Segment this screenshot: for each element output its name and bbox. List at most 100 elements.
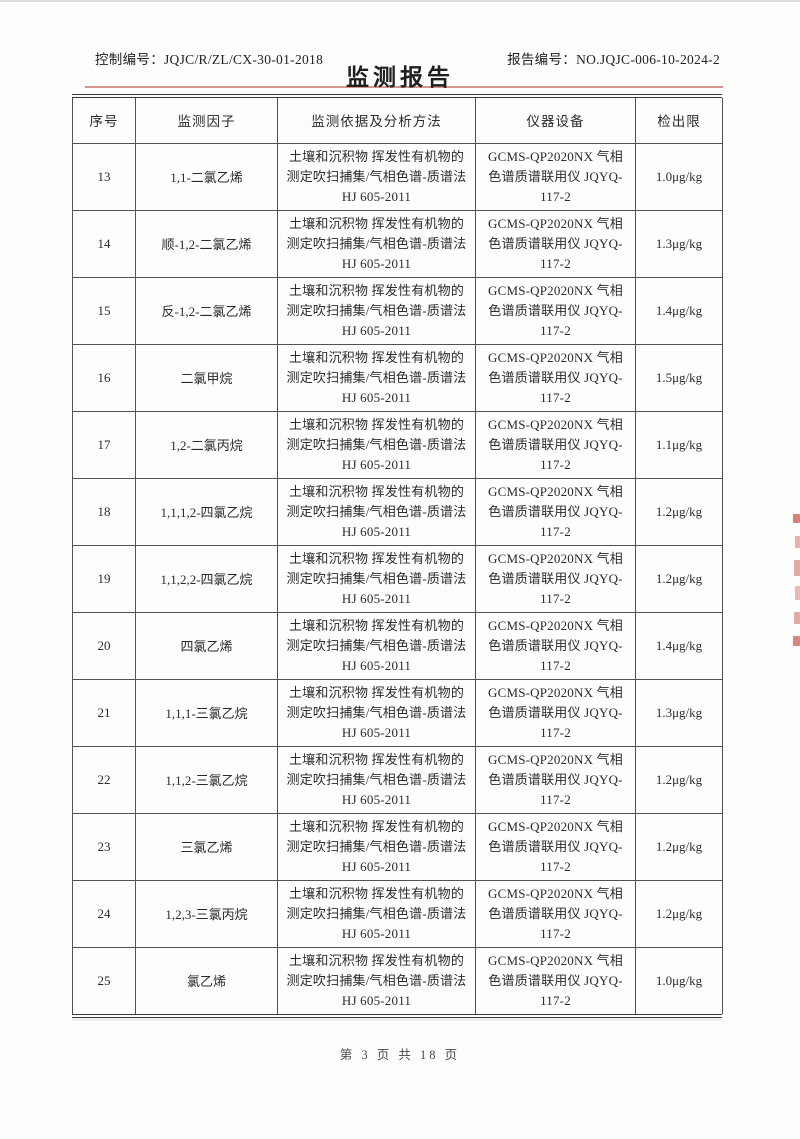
method-cell: 土壤和沉积物 挥发性有机物的测定吹扫捕集/气相色谱-质谱法 HJ 605-201… <box>277 209 476 278</box>
factor-cell: 二氯甲烷 <box>135 343 278 412</box>
factor-cell: 顺-1,2-二氯乙烯 <box>135 209 278 278</box>
method-cell: 土壤和沉积物 挥发性有机物的测定吹扫捕集/气相色谱-质谱法 HJ 605-201… <box>277 410 476 479</box>
title-underline <box>85 86 723 88</box>
red-stamp-mark <box>794 612 800 624</box>
index-cell: 17 <box>72 410 136 479</box>
instrument-cell: GCMS-QP2020NX 气相色谱质谱联用仪 JQYQ-117-2 <box>475 544 636 613</box>
factor-cell: 1,2-二氯丙烷 <box>135 410 278 479</box>
index-cell: 25 <box>72 946 136 1014</box>
table-row: 18 1,1,1,2-四氯乙烷 土壤和沉积物 挥发性有机物的测定吹扫捕集/气相色谱-… <box>72 477 723 546</box>
table-header-row: 序号 监测因子 监测依据及分析方法 仪器设备 检出限 <box>72 98 723 144</box>
method-cell: 土壤和沉积物 挥发性有机物的测定吹扫捕集/气相色谱-质谱法 HJ 605-201… <box>277 142 476 211</box>
method-cell: 土壤和沉积物 挥发性有机物的测定吹扫捕集/气相色谱-质谱法 HJ 605-201… <box>277 812 476 881</box>
table-row: 24 1,2,3-三氯丙烷 土壤和沉积物 挥发性有机物的测定吹扫捕集/气相色谱-质谱… <box>72 879 723 948</box>
instrument-cell: GCMS-QP2020NX 气相色谱质谱联用仪 JQYQ-117-2 <box>475 611 636 680</box>
limit-cell: 1.2μg/kg <box>635 879 723 948</box>
index-cell: 22 <box>72 745 136 814</box>
index-cell: 13 <box>72 142 136 211</box>
monitoring-table-body: 13 1,1-二氯乙烯 土壤和沉积物 挥发性有机物的测定吹扫捕集/气相色谱-质谱法 … <box>72 142 723 1014</box>
instrument-cell: GCMS-QP2020NX 气相色谱质谱联用仪 JQYQ-117-2 <box>475 812 636 881</box>
table-row: 23 三氯乙烯 土壤和沉积物 挥发性有机物的测定吹扫捕集/气相色谱-质谱法 HJ 6… <box>72 812 723 881</box>
instrument-cell: GCMS-QP2020NX 气相色谱质谱联用仪 JQYQ-117-2 <box>475 477 636 546</box>
control-number: 控制编号：JQJC/R/ZL/CX-30-01-2018 <box>95 48 323 68</box>
limit-cell: 1.3μg/kg <box>635 209 723 278</box>
limit-cell: 1.5μg/kg <box>635 343 723 412</box>
factor-cell: 1,1,2-三氯乙烷 <box>135 745 278 814</box>
column-header-instrument: 仪器设备 <box>475 98 636 144</box>
table-row: 25 氯乙烯 土壤和沉积物 挥发性有机物的测定吹扫捕集/气相色谱-质谱法 HJ 60… <box>72 946 723 1014</box>
red-stamp-mark <box>795 586 800 600</box>
red-stamp-mark <box>795 536 800 548</box>
column-header-method: 监测依据及分析方法 <box>277 98 476 144</box>
index-cell: 15 <box>72 276 136 345</box>
factor-cell: 四氯乙烯 <box>135 611 278 680</box>
instrument-cell: GCMS-QP2020NX 气相色谱质谱联用仪 JQYQ-117-2 <box>475 276 636 345</box>
page-title: 监测报告 <box>346 65 454 90</box>
limit-cell: 1.2μg/kg <box>635 745 723 814</box>
monitoring-table: 序号 监测因子 监测依据及分析方法 仪器设备 检出限 13 1,1-二氯乙烯 土壤和… <box>72 98 723 1014</box>
index-cell: 21 <box>72 678 136 747</box>
monitoring-table-frame: 序号 监测因子 监测依据及分析方法 仪器设备 检出限 13 1,1-二氯乙烯 土壤和… <box>72 94 723 1018</box>
limit-cell: 1.2μg/kg <box>635 812 723 881</box>
index-cell: 20 <box>72 611 136 680</box>
column-header-index: 序号 <box>72 98 136 144</box>
table-row: 16 二氯甲烷 土壤和沉积物 挥发性有机物的测定吹扫捕集/气相色谱-质谱法 HJ 6… <box>72 343 723 412</box>
control-number-label: 控制编号： <box>95 52 164 67</box>
instrument-cell: GCMS-QP2020NX 气相色谱质谱联用仪 JQYQ-117-2 <box>475 946 636 1014</box>
index-cell: 24 <box>72 879 136 948</box>
table-row: 22 1,1,2-三氯乙烷 土壤和沉积物 挥发性有机物的测定吹扫捕集/气相色谱-质谱… <box>72 745 723 814</box>
factor-cell: 三氯乙烯 <box>135 812 278 881</box>
factor-cell: 1,1,2,2-四氯乙烷 <box>135 544 278 613</box>
index-cell: 14 <box>72 209 136 278</box>
index-cell: 18 <box>72 477 136 546</box>
table-row: 14 顺-1,2-二氯乙烯 土壤和沉积物 挥发性有机物的测定吹扫捕集/气相色谱-质谱… <box>72 209 723 278</box>
report-number: 报告编号：NO.JQJC-006-10-2024-2 <box>507 48 720 68</box>
red-stamp-fragment <box>791 514 800 648</box>
factor-cell: 1,1,1,2-四氯乙烷 <box>135 477 278 546</box>
limit-cell: 1.3μg/kg <box>635 678 723 747</box>
factor-cell: 反-1,2-二氯乙烯 <box>135 276 278 345</box>
limit-cell: 1.4μg/kg <box>635 611 723 680</box>
method-cell: 土壤和沉积物 挥发性有机物的测定吹扫捕集/气相色谱-质谱法 HJ 605-201… <box>277 678 476 747</box>
method-cell: 土壤和沉积物 挥发性有机物的测定吹扫捕集/气相色谱-质谱法 HJ 605-201… <box>277 477 476 546</box>
instrument-cell: GCMS-QP2020NX 气相色谱质谱联用仪 JQYQ-117-2 <box>475 745 636 814</box>
scan-edge-line <box>0 0 800 2</box>
instrument-cell: GCMS-QP2020NX 气相色谱质谱联用仪 JQYQ-117-2 <box>475 410 636 479</box>
table-row: 17 1,2-二氯丙烷 土壤和沉积物 挥发性有机物的测定吹扫捕集/气相色谱-质谱法 … <box>72 410 723 479</box>
instrument-cell: GCMS-QP2020NX 气相色谱质谱联用仪 JQYQ-117-2 <box>475 142 636 211</box>
instrument-cell: GCMS-QP2020NX 气相色谱质谱联用仪 JQYQ-117-2 <box>475 343 636 412</box>
report-number-label: 报告编号： <box>507 52 577 67</box>
limit-cell: 1.0μg/kg <box>635 142 723 211</box>
table-row: 13 1,1-二氯乙烯 土壤和沉积物 挥发性有机物的测定吹扫捕集/气相色谱-质谱法 … <box>72 142 723 211</box>
index-cell: 23 <box>72 812 136 881</box>
factor-cell: 1,1,1-三氯乙烷 <box>135 678 278 747</box>
method-cell: 土壤和沉积物 挥发性有机物的测定吹扫捕集/气相色谱-质谱法 HJ 605-201… <box>277 343 476 412</box>
instrument-cell: GCMS-QP2020NX 气相色谱质谱联用仪 JQYQ-117-2 <box>475 678 636 747</box>
red-stamp-mark <box>793 514 800 523</box>
control-number-value: JQJC/R/ZL/CX-30-01-2018 <box>164 52 324 67</box>
table-row: 15 反-1,2-二氯乙烯 土壤和沉积物 挥发性有机物的测定吹扫捕集/气相色谱-质谱… <box>72 276 723 345</box>
limit-cell: 1.2μg/kg <box>635 544 723 613</box>
report-number-value: NO.JQJC-006-10-2024-2 <box>576 52 720 67</box>
method-cell: 土壤和沉积物 挥发性有机物的测定吹扫捕集/气相色谱-质谱法 HJ 605-201… <box>277 946 476 1014</box>
column-header-factor: 监测因子 <box>135 98 278 144</box>
table-row: 20 四氯乙烯 土壤和沉积物 挥发性有机物的测定吹扫捕集/气相色谱-质谱法 HJ 6… <box>72 611 723 680</box>
instrument-cell: GCMS-QP2020NX 气相色谱质谱联用仪 JQYQ-117-2 <box>475 209 636 278</box>
method-cell: 土壤和沉积物 挥发性有机物的测定吹扫捕集/气相色谱-质谱法 HJ 605-201… <box>277 611 476 680</box>
instrument-cell: GCMS-QP2020NX 气相色谱质谱联用仪 JQYQ-117-2 <box>475 879 636 948</box>
page-footer: 第 3 页 共 18 页 <box>339 1048 461 1062</box>
column-header-limit: 检出限 <box>635 98 723 144</box>
table-row: 21 1,1,1-三氯乙烷 土壤和沉积物 挥发性有机物的测定吹扫捕集/气相色谱-质谱… <box>72 678 723 747</box>
factor-cell: 氯乙烯 <box>135 946 278 1014</box>
factor-cell: 1,1-二氯乙烯 <box>135 142 278 211</box>
document-header: 控制编号：JQJC/R/ZL/CX-30-01-2018 报告编号：NO.JQJ… <box>95 48 720 68</box>
red-stamp-mark <box>793 636 800 646</box>
table-row: 19 1,1,2,2-四氯乙烷 土壤和沉积物 挥发性有机物的测定吹扫捕集/气相色谱-… <box>72 544 723 613</box>
limit-cell: 1.1μg/kg <box>635 410 723 479</box>
index-cell: 16 <box>72 343 136 412</box>
method-cell: 土壤和沉积物 挥发性有机物的测定吹扫捕集/气相色谱-质谱法 HJ 605-201… <box>277 276 476 345</box>
limit-cell: 1.4μg/kg <box>635 276 723 345</box>
limit-cell: 1.0μg/kg <box>635 946 723 1014</box>
method-cell: 土壤和沉积物 挥发性有机物的测定吹扫捕集/气相色谱-质谱法 HJ 605-201… <box>277 544 476 613</box>
